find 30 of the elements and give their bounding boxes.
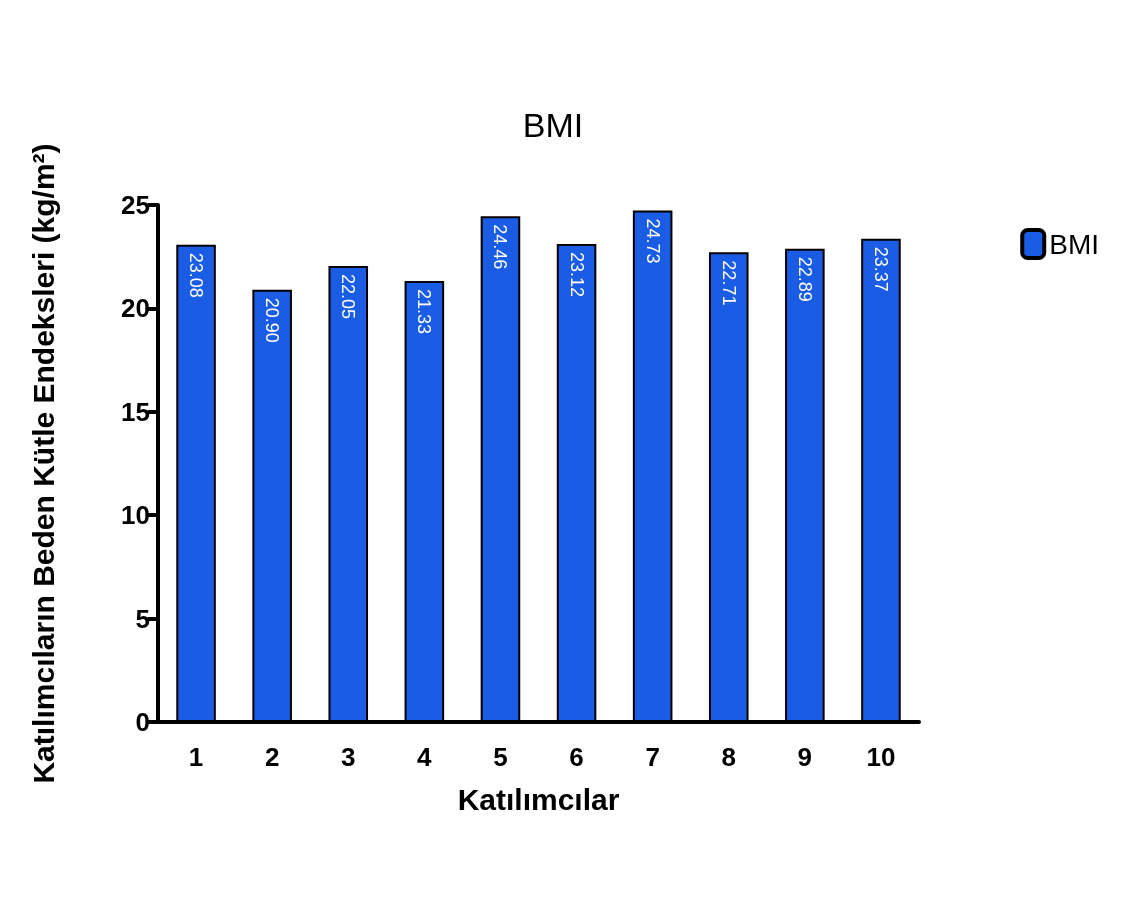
x-tick-label: 7 [645, 742, 660, 772]
x-tick-label: 6 [569, 742, 584, 772]
data-label: 24.73 [642, 218, 663, 264]
x-tick-label: 4 [417, 742, 433, 772]
data-label: 23.12 [566, 251, 587, 297]
legend-label: BMI [1049, 228, 1099, 260]
y-tick-label: 15 [121, 396, 150, 427]
x-tick-label: 9 [797, 742, 813, 772]
x-tick-label: 10 [866, 742, 896, 772]
y-tick-label: 5 [135, 603, 150, 634]
data-label: 23.37 [870, 246, 891, 292]
x-tick-label: 5 [493, 742, 508, 772]
y-axis-title: Katılımcıların Beden Kütle Endeksleri (kg/m²) [26, 143, 60, 784]
x-tick-label: 3 [341, 742, 356, 772]
data-label: 22.89 [794, 256, 815, 302]
y-tick-label: 20 [121, 293, 150, 324]
data-label: 24.46 [490, 224, 511, 270]
data-label: 22.05 [338, 274, 359, 320]
chart-title: BMI [522, 106, 584, 144]
data-label: 21.33 [414, 288, 435, 334]
y-tick-label: 25 [121, 190, 150, 220]
y-tick-label: 0 [135, 707, 150, 737]
x-axis-title: Katılımcılar [457, 782, 620, 816]
data-label: 23.08 [186, 252, 207, 298]
x-tick-label: 1 [188, 742, 204, 772]
data-label: 20.90 [262, 297, 283, 343]
x-tick-label: 2 [264, 742, 280, 772]
y-tick-label: 10 [121, 500, 150, 531]
x-tick-label: 8 [721, 742, 736, 772]
data-label: 22.71 [718, 260, 739, 306]
